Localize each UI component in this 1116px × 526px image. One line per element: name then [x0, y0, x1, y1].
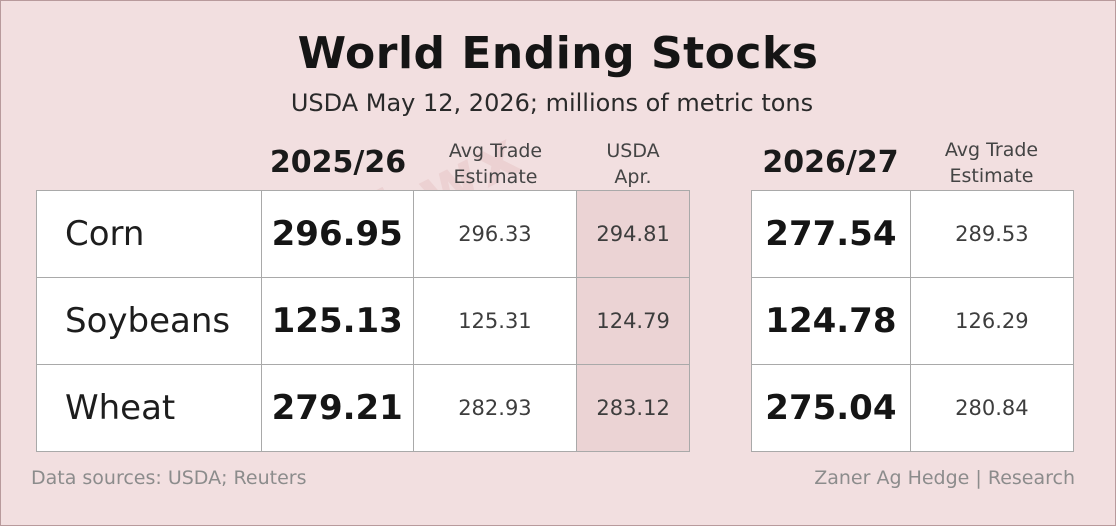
table-row-soybeans: 124.78 126.29: [751, 277, 1075, 365]
value-soybeans-2025-26: 125.13: [260, 277, 414, 365]
row-label-soybeans: Soybeans: [36, 277, 262, 365]
data-sources-note: Data sources: USDA; Reuters: [31, 467, 307, 489]
header-avg-trade-estimate-a: Avg Trade Estimate: [414, 138, 577, 190]
avg-estimate-wheat-2026-27: 280.84: [909, 364, 1075, 452]
table-2026-27: 277.54 289.53 124.78 126.29 275.04 280.8…: [751, 190, 1075, 452]
table-2025-26: Corn 296.95 296.33 294.81 Soybeans 125.1…: [36, 190, 690, 452]
header-avg-line2: Estimate: [453, 166, 538, 188]
value-soybeans-2026-27: 124.78: [751, 277, 911, 365]
row-label-wheat: Wheat: [36, 364, 262, 452]
table-row-wheat: 275.04 280.84: [751, 364, 1075, 452]
avg-estimate-wheat-2025-26: 282.93: [412, 364, 578, 452]
table-row-corn: 277.54 289.53: [751, 190, 1075, 278]
value-wheat-2025-26: 279.21: [260, 364, 414, 452]
avg-estimate-corn-2025-26: 296.33: [412, 190, 578, 278]
header-avg-line1: Avg Trade: [448, 140, 543, 162]
avg-estimate-corn-2026-27: 289.53: [909, 190, 1075, 278]
header-usda-line1: USDA: [606, 140, 660, 162]
value-corn-2026-27: 277.54: [751, 190, 911, 278]
usda-apr-corn: 294.81: [576, 190, 690, 278]
value-corn-2025-26: 296.95: [260, 190, 414, 278]
usda-apr-wheat: 283.12: [576, 364, 690, 452]
chart-subtitle: USDA May 12, 2026; millions of metric to…: [290, 89, 814, 117]
value-wheat-2026-27: 275.04: [751, 364, 911, 452]
header-usda-line2: Apr.: [614, 166, 652, 188]
header-avg-trade-estimate-b: Avg Trade Estimate: [910, 137, 1073, 189]
row-label-corn: Corn: [36, 190, 262, 278]
avg-estimate-soybeans-2025-26: 125.31: [412, 277, 578, 365]
header-avg-line1: Avg Trade: [944, 139, 1039, 161]
table-row-soybeans: Soybeans 125.13 125.31 124.79: [36, 277, 690, 365]
table-row-wheat: Wheat 279.21 282.93 283.12: [36, 364, 690, 452]
header-usda-apr: USDA Apr.: [577, 138, 689, 190]
credit-note: Zaner Ag Hedge | Research: [814, 467, 1075, 489]
header-season-2026-27: 2026/27: [762, 145, 899, 180]
avg-estimate-soybeans-2026-27: 126.29: [909, 277, 1075, 365]
header-season-2025-26: 2025/26: [269, 145, 407, 180]
usda-apr-soybeans: 124.79: [576, 277, 690, 365]
header-avg-line2: Estimate: [949, 165, 1034, 187]
table-row-corn: Corn 296.95 296.33 294.81: [36, 190, 690, 278]
chart-title: World Ending Stocks: [297, 28, 819, 79]
